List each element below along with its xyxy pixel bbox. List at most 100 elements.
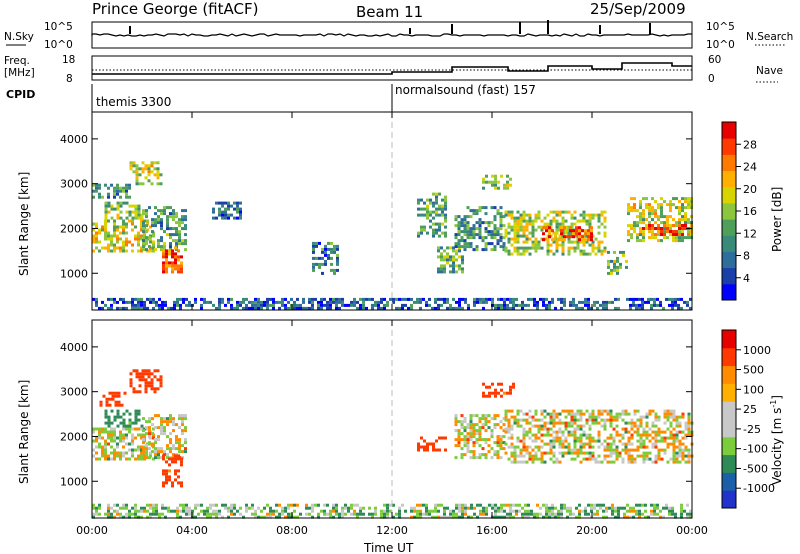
heatmap-cell bbox=[624, 421, 628, 425]
heatmap-cell bbox=[227, 213, 230, 217]
heatmap-cell bbox=[134, 412, 138, 416]
heatmap-cell bbox=[674, 297, 677, 301]
heatmap-cell bbox=[404, 303, 407, 307]
heatmap-cell bbox=[627, 439, 631, 443]
heatmap-cell bbox=[417, 201, 420, 205]
heatmap-cell bbox=[675, 206, 678, 210]
heatmap-cell bbox=[454, 417, 458, 421]
heatmap-cell bbox=[669, 430, 673, 434]
heatmap-cell bbox=[494, 186, 497, 190]
heatmap-cell bbox=[543, 216, 547, 220]
heatmap-cell bbox=[341, 509, 344, 513]
heatmap-cell bbox=[218, 207, 221, 211]
heatmap-cell bbox=[642, 451, 646, 455]
heatmap-cell bbox=[572, 229, 575, 233]
heatmap-cell bbox=[678, 206, 681, 210]
heatmap-cell bbox=[611, 509, 614, 513]
heatmap-cell bbox=[425, 303, 428, 307]
heatmap-cell bbox=[119, 415, 123, 419]
heatmap-cell bbox=[177, 481, 180, 485]
heatmap-cell bbox=[92, 430, 95, 434]
heatmap-cell bbox=[502, 435, 506, 439]
heatmap-cell bbox=[636, 433, 640, 437]
heatmap-cell bbox=[603, 216, 607, 220]
heatmap-cell bbox=[519, 448, 523, 452]
heatmap-cell bbox=[627, 206, 630, 210]
heatmap-cell bbox=[484, 248, 488, 252]
heatmap-cell bbox=[104, 442, 107, 446]
heatmap-cell bbox=[669, 230, 672, 233]
colorbar-swatch bbox=[722, 365, 736, 384]
heatmap-cell bbox=[527, 512, 530, 516]
heatmap-cell bbox=[648, 209, 651, 213]
heatmap-cell bbox=[142, 239, 145, 243]
heatmap-cell bbox=[616, 268, 619, 272]
heatmap-cell bbox=[651, 421, 655, 425]
heatmap-cell bbox=[666, 221, 669, 225]
heatmap-cell bbox=[230, 506, 233, 510]
heatmap-cell bbox=[575, 229, 578, 233]
heatmap-cell bbox=[119, 237, 122, 241]
heatmap-cell bbox=[128, 219, 131, 223]
heatmap-cell bbox=[165, 261, 168, 265]
heatmap-cell bbox=[627, 239, 630, 243]
heatmap-cell bbox=[472, 414, 476, 418]
heatmap-cell bbox=[444, 207, 447, 211]
heatmap-cell bbox=[633, 224, 636, 228]
heatmap-cell bbox=[176, 300, 179, 304]
heatmap-cell bbox=[302, 297, 305, 301]
heatmap-cell bbox=[561, 451, 565, 455]
heatmap-cell bbox=[531, 418, 535, 422]
heatmap-cell bbox=[516, 225, 520, 229]
heatmap-cell bbox=[582, 243, 586, 247]
heatmap-cell bbox=[101, 228, 104, 232]
heatmap-cell bbox=[162, 249, 165, 253]
heatmap-cell bbox=[609, 433, 613, 437]
heatmap-cell bbox=[149, 512, 152, 516]
heatmap-cell bbox=[687, 433, 691, 437]
heatmap-cell bbox=[312, 241, 315, 245]
heatmap-cell bbox=[666, 218, 669, 222]
heatmap-cell bbox=[548, 303, 551, 307]
heatmap-cell bbox=[311, 297, 314, 301]
heatmap-cell bbox=[581, 306, 584, 310]
heatmap-cell bbox=[251, 306, 254, 310]
heatmap-cell bbox=[169, 206, 172, 210]
heatmap-cell bbox=[227, 506, 230, 510]
heatmap-cell bbox=[609, 418, 613, 422]
heatmap-cell bbox=[444, 219, 447, 223]
heatmap-cell bbox=[546, 237, 550, 241]
heatmap-cell bbox=[437, 297, 440, 301]
heatmap-cell bbox=[263, 300, 266, 304]
heatmap-cell bbox=[615, 412, 619, 416]
heatmap-cell bbox=[681, 230, 684, 234]
heatmap-cell bbox=[160, 245, 163, 249]
heatmap-cell bbox=[582, 216, 586, 220]
heatmap-cell bbox=[374, 300, 377, 304]
heatmap-cell bbox=[423, 201, 426, 205]
heatmap-cell bbox=[167, 306, 170, 310]
heatmap-cell bbox=[122, 454, 125, 458]
heatmap-cell bbox=[438, 225, 441, 229]
heatmap-cell bbox=[537, 430, 541, 434]
heatmap-cell bbox=[681, 454, 685, 458]
heatmap-cell bbox=[636, 209, 639, 213]
heatmap-cell bbox=[522, 246, 526, 250]
heatmap-cell bbox=[134, 225, 137, 229]
heatmap-cell bbox=[545, 229, 548, 233]
heatmap-cell bbox=[122, 424, 126, 428]
heatmap-cell bbox=[659, 303, 662, 307]
heatmap-cell bbox=[317, 306, 320, 310]
heatmap-cell bbox=[475, 221, 479, 225]
heatmap-cell bbox=[687, 421, 691, 425]
heatmap-cell bbox=[513, 240, 517, 244]
heatmap-cell bbox=[573, 433, 577, 437]
heatmap-cell bbox=[573, 445, 577, 449]
heatmap-cell bbox=[539, 506, 542, 510]
heatmap-cell bbox=[681, 215, 684, 219]
heatmap-cell bbox=[435, 195, 438, 199]
heatmap-cell bbox=[558, 243, 562, 247]
heatmap-cell bbox=[165, 475, 168, 479]
heatmap-cell bbox=[684, 227, 687, 230]
heatmap-cell bbox=[398, 509, 401, 513]
